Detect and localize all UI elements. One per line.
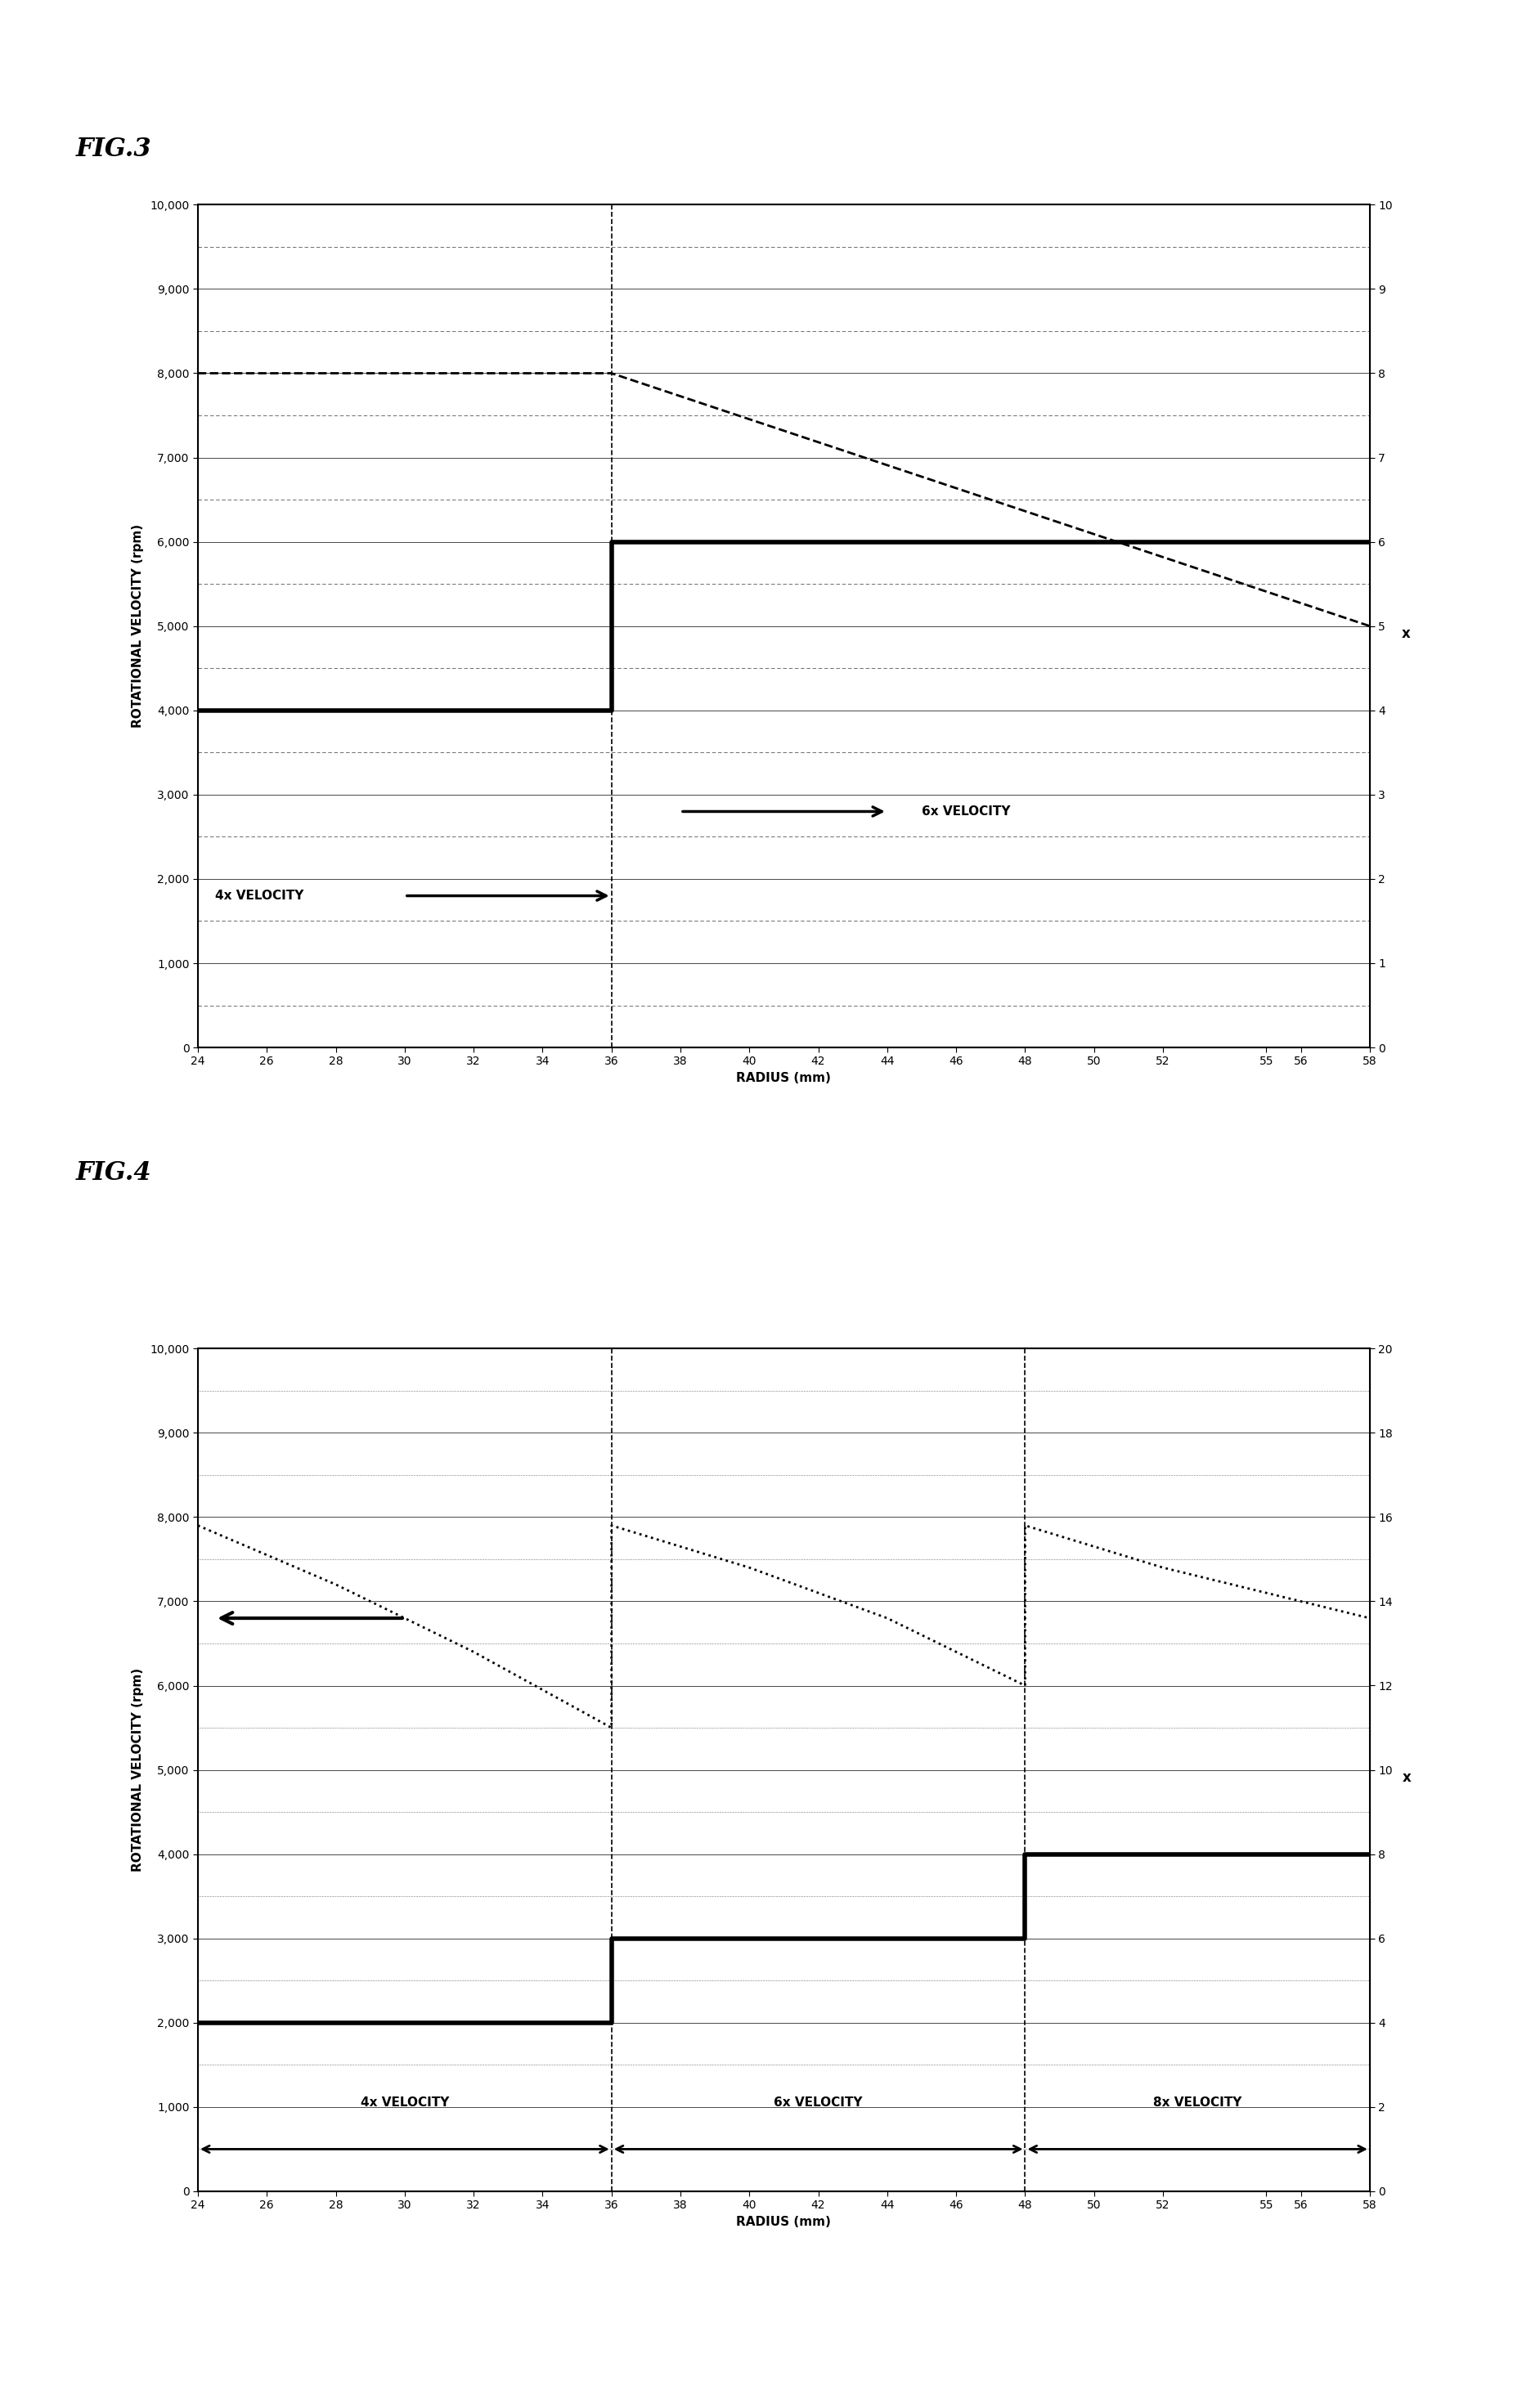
Text: 6x VELOCITY: 6x VELOCITY	[773, 2097, 863, 2109]
Y-axis label: x: x	[1402, 1770, 1411, 1784]
Text: FIG.4: FIG.4	[76, 1161, 152, 1185]
Text: 8x VELOCITY: 8x VELOCITY	[1154, 2097, 1242, 2109]
Y-axis label: x: x	[1402, 626, 1411, 641]
Text: FIG.3: FIG.3	[76, 137, 152, 161]
Y-axis label: ROTATIONAL VELOCITY (rpm): ROTATIONAL VELOCITY (rpm)	[132, 1669, 145, 1871]
Y-axis label: ROTATIONAL VELOCITY (rpm): ROTATIONAL VELOCITY (rpm)	[132, 525, 145, 727]
Text: 4x VELOCITY: 4x VELOCITY	[215, 889, 304, 903]
X-axis label: RADIUS (mm): RADIUS (mm)	[737, 1072, 831, 1084]
X-axis label: RADIUS (mm): RADIUS (mm)	[737, 2215, 831, 2227]
Text: 6x VELOCITY: 6x VELOCITY	[922, 804, 1011, 819]
Text: 4x VELOCITY: 4x VELOCITY	[361, 2097, 449, 2109]
